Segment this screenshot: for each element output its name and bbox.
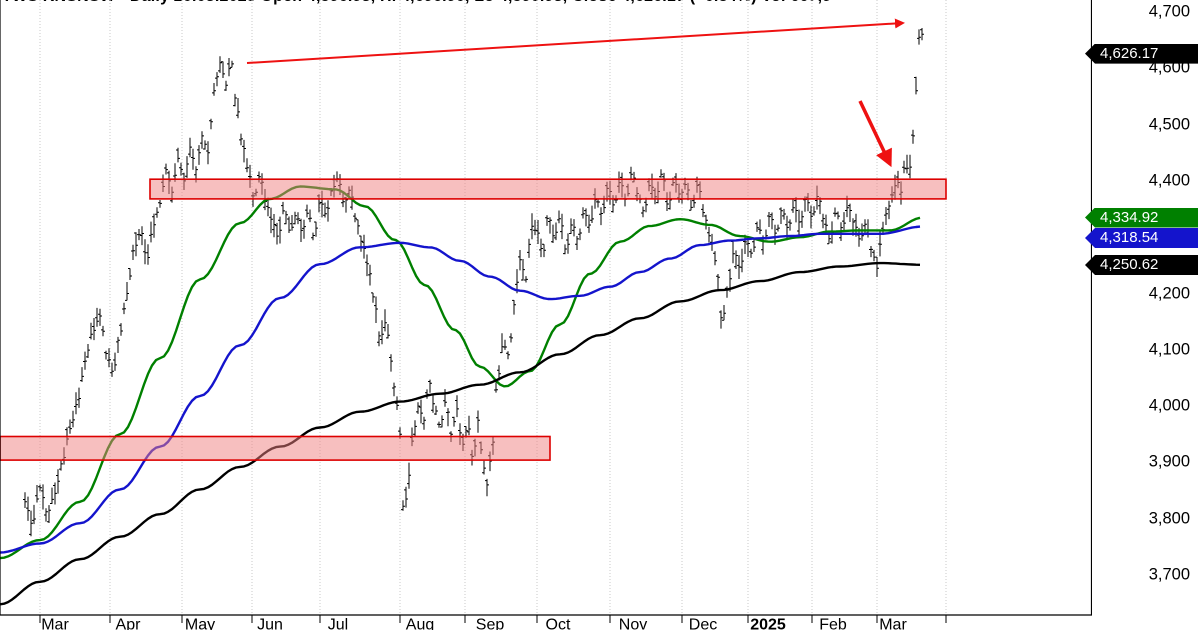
gridlines (39, 0, 947, 615)
plot-border (0, 0, 1092, 616)
resistance-zone (149, 178, 947, 200)
x-axis-label: Mar (879, 617, 907, 630)
x-axis-label: 2025 (750, 617, 786, 630)
y-axis-tick-label: 3,900 (1148, 452, 1190, 471)
candlestick-series (23, 28, 924, 537)
ma-price-tag: 4,318.54 (1085, 228, 1198, 248)
price-axis[interactable]: 4,7004,6004,5004,4004,3004,2004,1004,000… (1092, 0, 1200, 630)
ma-slow-black-line (0, 261, 921, 606)
y-axis-tick-label: 4,700 (1148, 2, 1190, 21)
y-axis-tick-label: 4,200 (1148, 284, 1190, 302)
last-price-tag: 4,626.17 (1085, 43, 1198, 64)
ma-price-tag: 4,250.62 (1085, 255, 1198, 275)
x-axis-label: Dec (689, 617, 717, 630)
x-axis-label: May (185, 617, 215, 630)
y-axis-tick-label: 3,800 (1148, 509, 1190, 528)
x-axis-label: Jun (257, 617, 283, 630)
price-chart-canvas[interactable]: Mar Apr May Jun Jul Aug Sep Oct Nov Dec 2025 Feb Mar (0, 0, 1092, 630)
support-zone (0, 435, 551, 461)
chart-title: TWS KNSNSW - Daily 20.03.2025 Open 4,596… (2, 0, 831, 6)
x-axis-label: Aug (406, 617, 434, 630)
breakout-arrow (858, 100, 892, 168)
x-axis-label: Feb (819, 617, 847, 630)
trend-arrow (246, 18, 905, 64)
x-axis-label: Mar (41, 617, 69, 630)
y-axis-tick-label: 4,100 (1148, 340, 1190, 359)
x-axis-label: Jul (328, 617, 348, 630)
x-axis-label: Sep (476, 617, 505, 630)
y-axis-tick-label: 4,000 (1148, 396, 1190, 415)
ma-price-tag: 4,334.92 (1085, 207, 1198, 228)
x-axis-label: Oct (546, 617, 571, 630)
y-axis-tick-label: 4,500 (1148, 115, 1190, 134)
y-axis-tick-label: 4,400 (1148, 171, 1190, 190)
ma-fast-green-line (0, 185, 921, 560)
x-axis-label: Apr (116, 617, 142, 630)
y-axis-tick-label: 3,700 (1148, 565, 1190, 584)
x-axis: Mar Apr May Jun Jul Aug Sep Oct Nov Dec 2025 Feb Mar (39, 615, 947, 630)
x-axis-label: Nov (619, 617, 647, 630)
